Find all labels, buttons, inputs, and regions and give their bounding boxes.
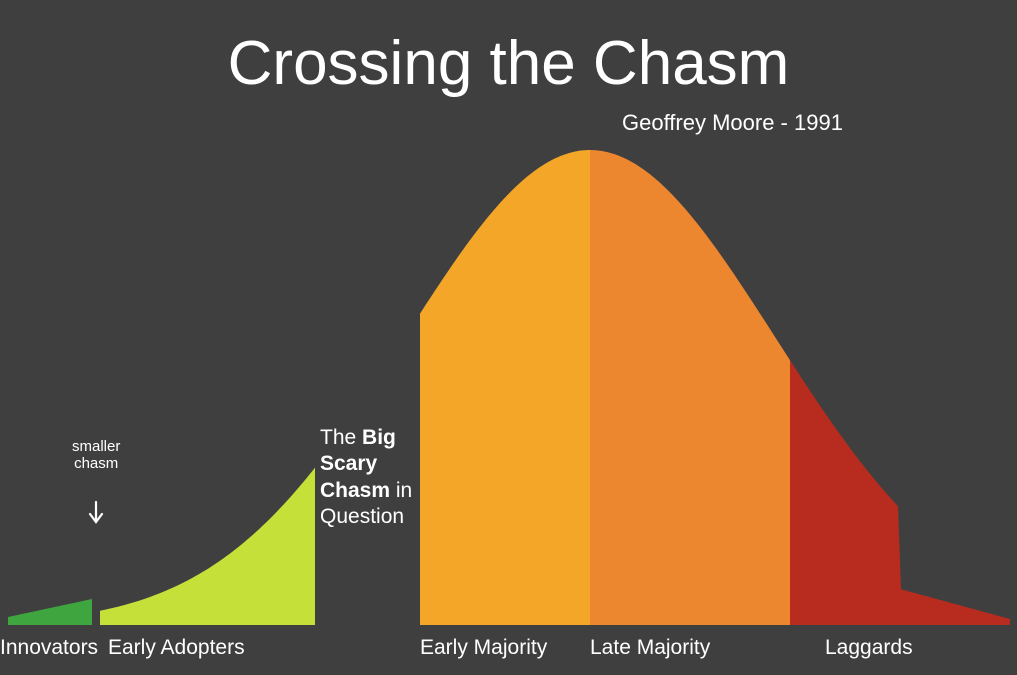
segment-late-majority bbox=[590, 150, 790, 625]
big-chasm-suf2: Question bbox=[320, 505, 404, 528]
smaller-chasm-line1: smaller bbox=[72, 438, 120, 455]
big-chasm-suf1: in bbox=[390, 479, 412, 502]
big-chasm-bold3: Chasm bbox=[320, 479, 390, 502]
smaller-chasm-arrow-icon bbox=[90, 502, 102, 522]
label-innovators: Innovators bbox=[0, 636, 98, 660]
label-late-majority: Late Majority bbox=[590, 636, 710, 660]
adoption-curve bbox=[0, 0, 1017, 675]
big-chasm-prefix: The bbox=[320, 426, 362, 449]
diagram-stage: Crossing the Chasm Geoffrey Moore - 1991… bbox=[0, 0, 1017, 675]
segment-laggards bbox=[790, 360, 1010, 625]
segment-early-majority bbox=[420, 150, 590, 625]
big-chasm-label: The Big Scary Chasm in Question bbox=[320, 425, 412, 530]
label-early-majority: Early Majority bbox=[420, 636, 547, 660]
segment-innovators bbox=[8, 599, 92, 625]
label-early-adopters: Early Adopters bbox=[108, 636, 245, 660]
label-laggards: Laggards bbox=[825, 636, 913, 660]
big-chasm-bold1: Big bbox=[362, 426, 396, 449]
segment-early-adopters bbox=[100, 468, 315, 625]
big-chasm-bold2: Scary bbox=[320, 452, 377, 475]
smaller-chasm-label: smaller chasm ↓ bbox=[72, 438, 120, 473]
smaller-chasm-line2: chasm bbox=[74, 455, 118, 472]
